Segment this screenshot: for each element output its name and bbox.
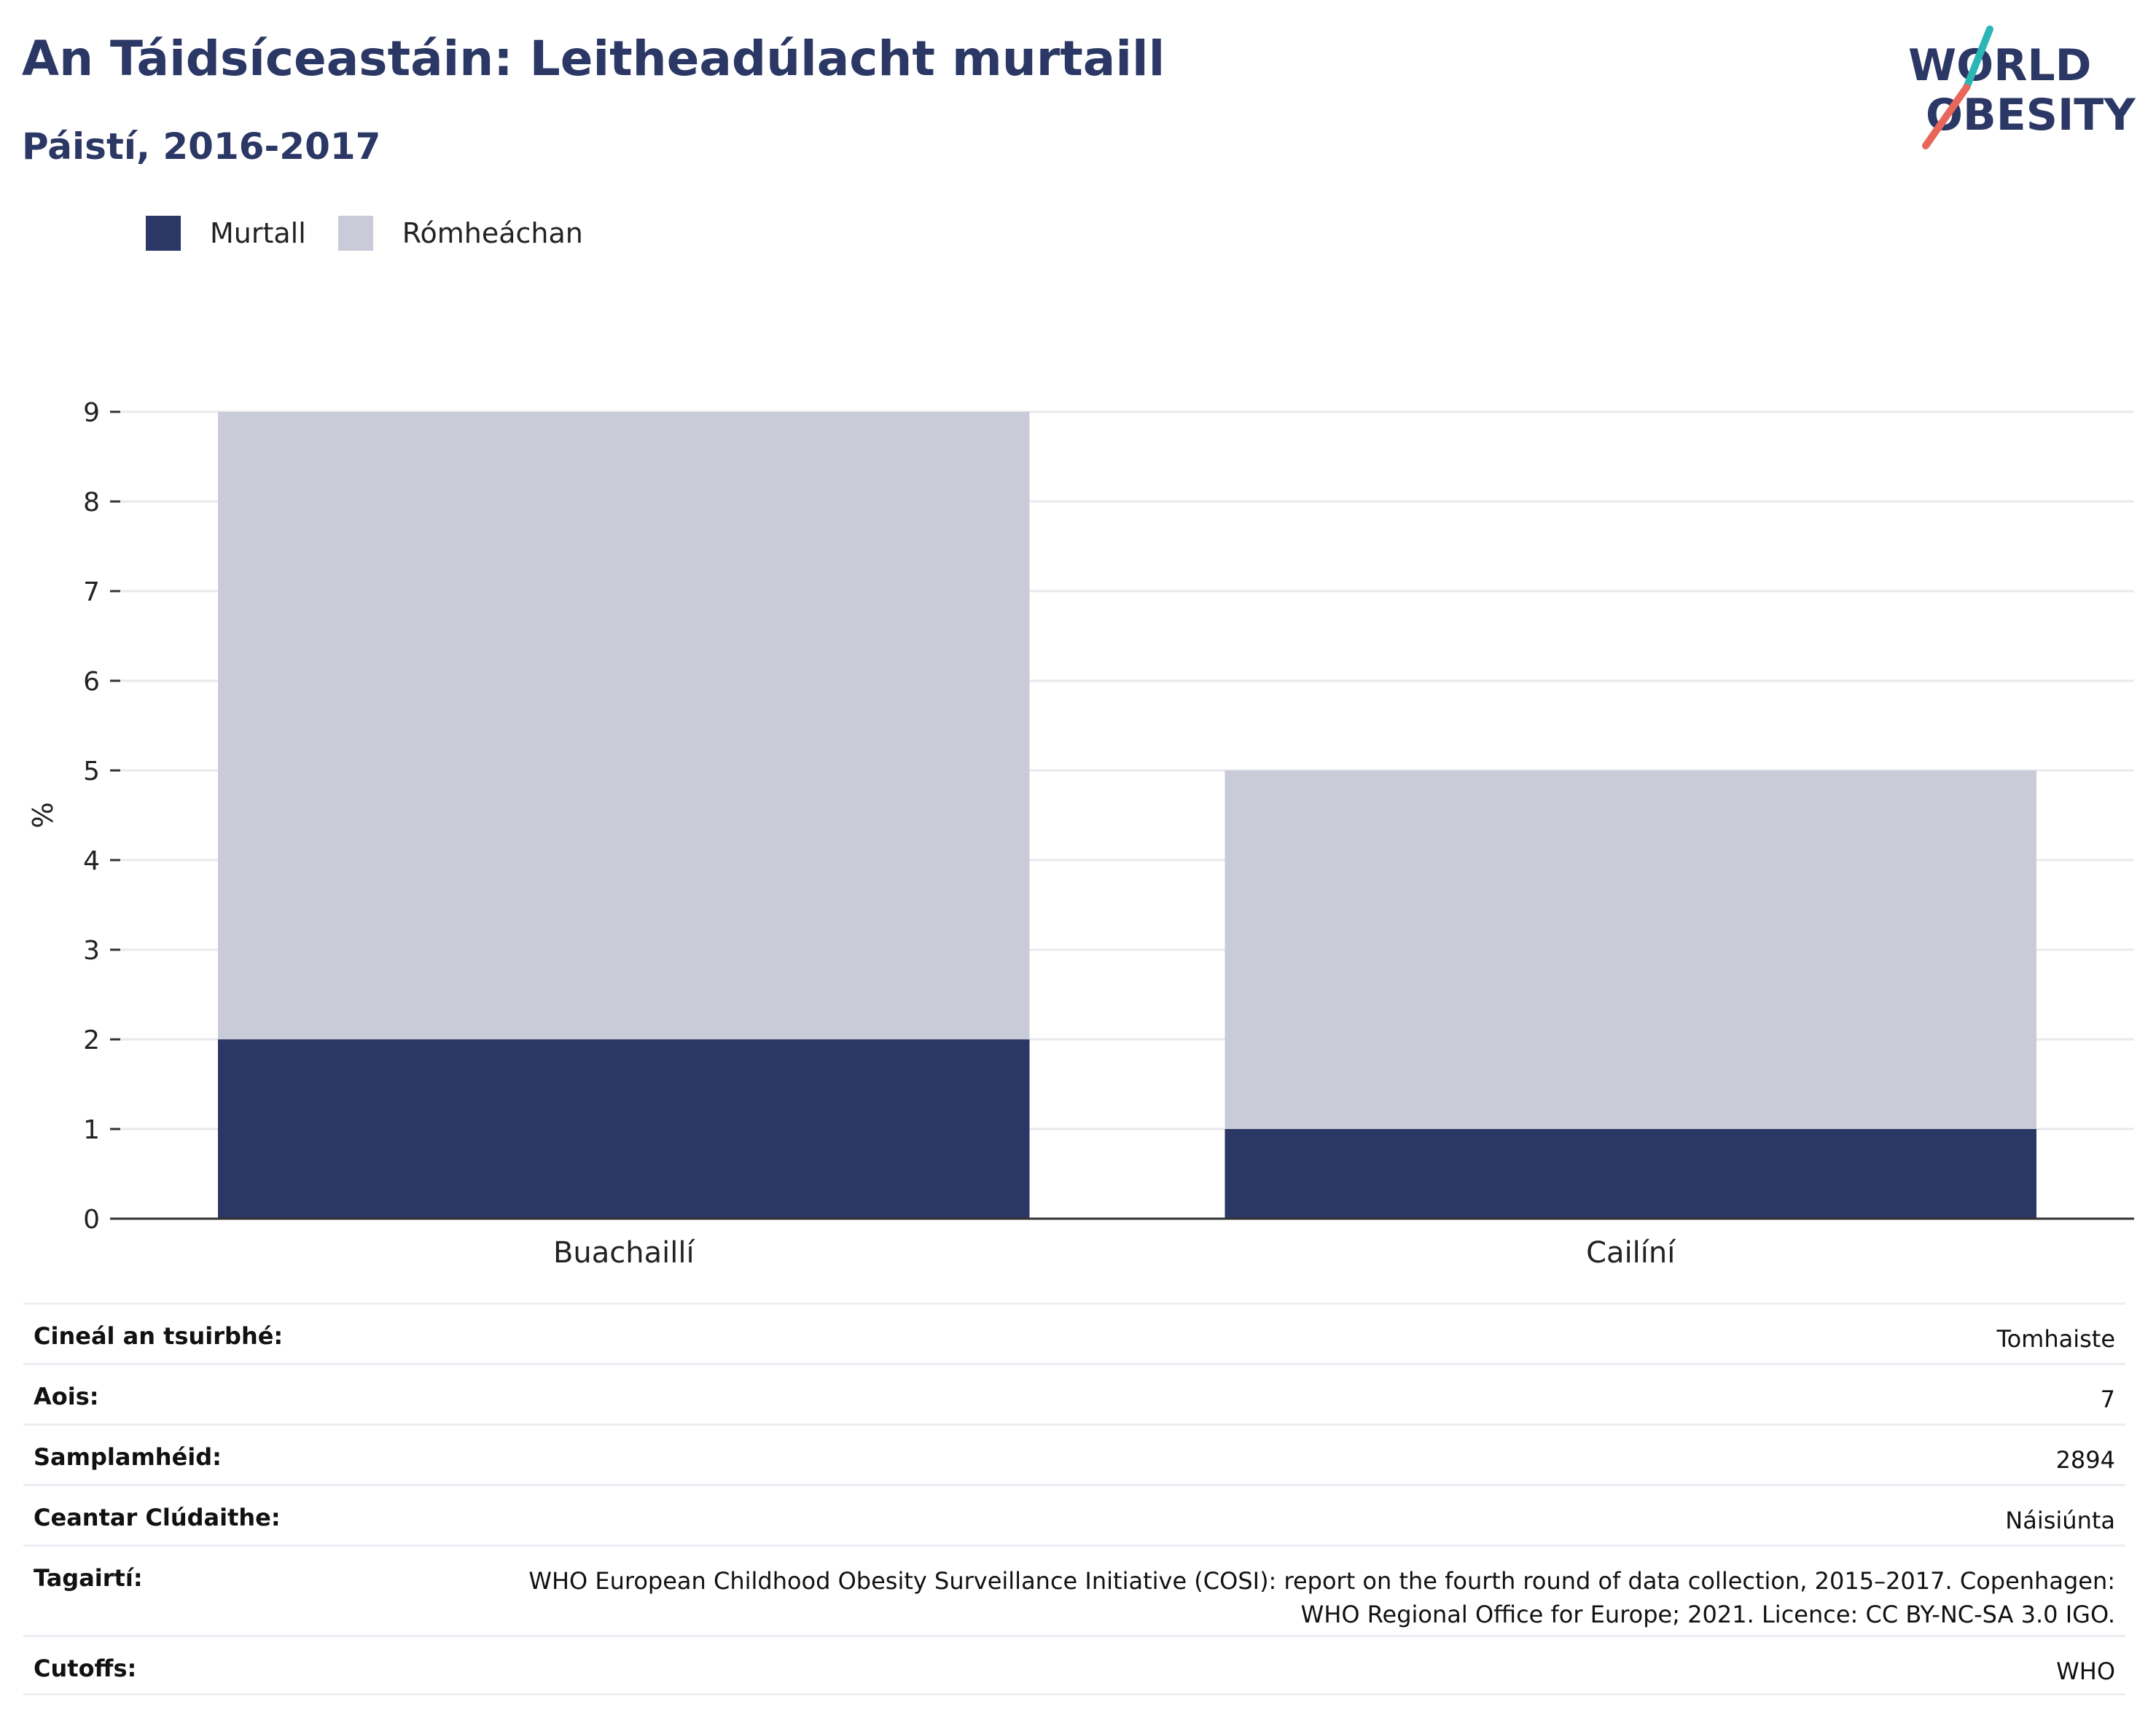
legend-swatch-romheachan [337, 216, 373, 251]
y-tick-label: 6 [83, 667, 100, 697]
info-value-cutoffs: WHO [2056, 1657, 2115, 1685]
info-key-cutoffs: Cutoffs: [34, 1655, 137, 1682]
y-tick-label: 2 [83, 1026, 100, 1055]
logo-slash-bottom [1922, 84, 1970, 149]
info-key-age: Aois: [34, 1383, 99, 1410]
info-row-survey-type: Cineál an tsuirbhé: Tomhaiste [23, 1303, 2125, 1363]
legend-label-murtall: Murtall [210, 217, 306, 249]
info-row-coverage: Ceantar Clúdaithe: Náisiúnta [23, 1484, 2125, 1544]
legend-item-murtall: Murtall [146, 216, 306, 251]
legend-item-romheachan: Rómheáchan [337, 216, 583, 251]
survey-info-table: Cineál an tsuirbhé: Tomhaiste Aois: 7 Sa… [23, 1303, 2125, 1695]
info-key-sample-size: Samplamhéid: [34, 1443, 222, 1471]
page-title: An Táidsíceastáin: Leitheadúlacht murtai… [22, 31, 1165, 87]
reference-line-1: WHO European Childhood Obesity Surveilla… [528, 1567, 2115, 1595]
info-value-survey-type: Tomhaiste [1996, 1325, 2115, 1353]
bar-obese-1 [218, 1039, 1030, 1219]
info-value-age: 7 [2100, 1386, 2115, 1413]
world-obesity-logo: WORLD OBESITY [1908, 26, 2136, 149]
info-value-coverage: Náisiúnta [2005, 1507, 2115, 1534]
legend-label-romheachan: Rómheáchan [402, 217, 583, 249]
y-tick-label: 5 [83, 757, 100, 786]
x-category-label: Cailíní [1586, 1236, 1676, 1268]
info-row-age: Aois: 7 [23, 1363, 2125, 1423]
y-tick-label: 8 [83, 488, 100, 518]
bar-overweight-1 [218, 412, 1030, 1039]
page-subtitle: Páistí, 2016-2017 [22, 125, 381, 168]
y-tick-label: 1 [83, 1115, 100, 1145]
legend-swatch-murtall [146, 216, 181, 251]
x-category-label: Buachaillí [553, 1236, 696, 1268]
info-row-sample-size: Samplamhéid: 2894 [23, 1423, 2125, 1484]
y-tick-label: 7 [83, 577, 100, 607]
info-row-cutoffs: Cutoffs: WHO [23, 1635, 2125, 1695]
y-axis-label: % [27, 802, 59, 828]
legend: Murtall Rómheáchan [146, 216, 615, 251]
info-key-survey-type: Cineál an tsuirbhé: [34, 1322, 284, 1350]
logo-line-1: WORLD [1908, 40, 2091, 91]
bar-overweight-2 [1225, 770, 2036, 1129]
info-row-references: Tagairtí: WHO European Childhood Obesity… [23, 1544, 2125, 1635]
info-value-references: WHO European Childhood Obesity Surveilla… [528, 1547, 2115, 1631]
y-tick-label: 3 [83, 936, 100, 966]
y-tick-label: 0 [83, 1205, 100, 1235]
info-key-references: Tagairtí: [34, 1564, 143, 1592]
bar-chart: 0 1 2 3 4 5 6 7 8 9% Buachaillí Cailíní [27, 398, 2134, 1268]
info-key-coverage: Ceantar Clúdaithe: [34, 1504, 281, 1531]
reference-line-2: WHO Regional Office for Europe; 2021. Li… [1300, 1601, 2115, 1628]
y-tick-label: 4 [83, 846, 100, 876]
y-tick-label: 9 [83, 398, 100, 428]
logo-slash-top [1963, 26, 1993, 91]
info-value-sample-size: 2894 [2055, 1446, 2115, 1474]
bar-obese-2 [1225, 1129, 2036, 1219]
